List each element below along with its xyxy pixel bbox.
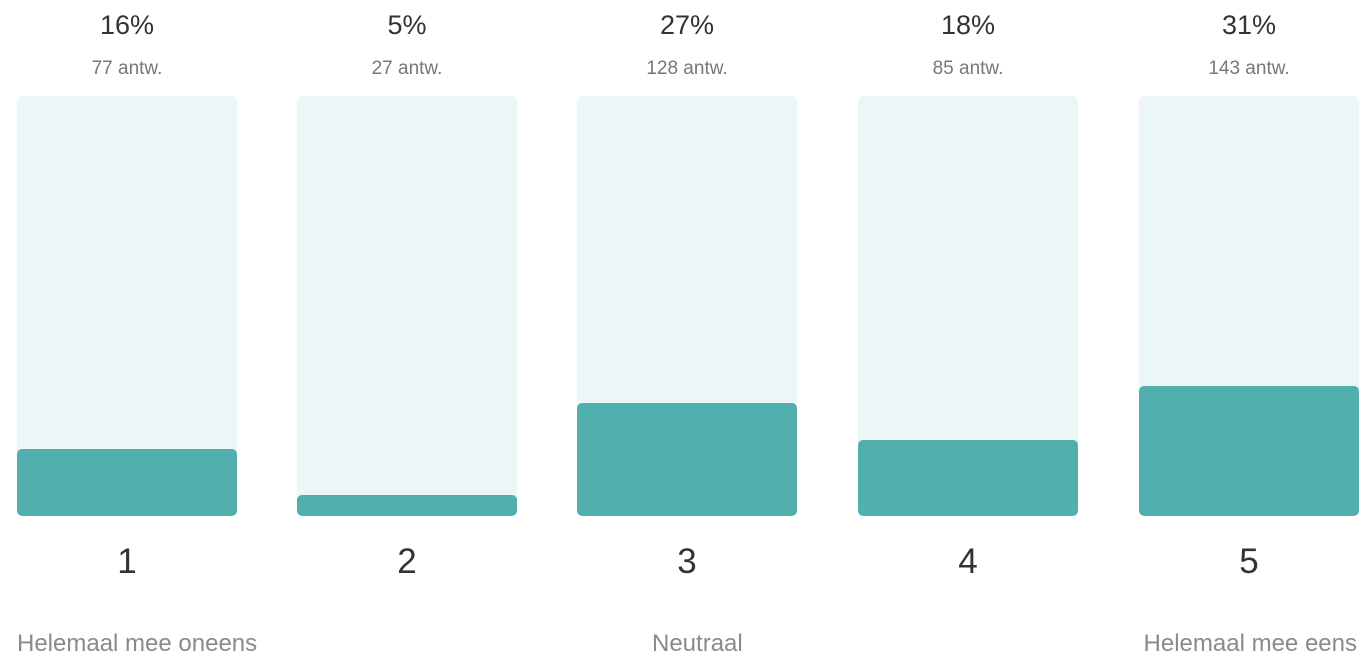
scale-label-left: Helemaal mee oneens bbox=[17, 630, 258, 657]
bar-count-label: 85 antw. bbox=[932, 58, 1004, 79]
bar-fill bbox=[297, 495, 517, 516]
scale-label-right: Helemaal mee eens bbox=[1143, 630, 1357, 657]
bar-fill bbox=[577, 403, 797, 516]
bar-column-3: 27% 128 antw. 3 bbox=[577, 0, 797, 600]
bar-count-label: 143 antw. bbox=[1208, 58, 1290, 79]
bar-percent-label: 27% bbox=[659, 10, 715, 40]
bar-count-label: 77 antw. bbox=[91, 58, 163, 79]
bar-track bbox=[17, 96, 237, 516]
scale-label-middle: Neutraal bbox=[652, 630, 743, 657]
bar-track bbox=[577, 96, 797, 516]
category-label: 2 bbox=[397, 542, 417, 581]
bar-fill bbox=[17, 449, 237, 516]
bar-track bbox=[1139, 96, 1359, 516]
category-label: 3 bbox=[677, 542, 697, 581]
bar-track bbox=[297, 96, 517, 516]
bar-percent-label: 31% bbox=[1221, 10, 1277, 40]
bar-percent-label: 5% bbox=[387, 10, 427, 40]
category-label: 4 bbox=[958, 542, 978, 581]
category-label: 5 bbox=[1239, 542, 1259, 581]
bar-count-label: 27 antw. bbox=[371, 58, 443, 79]
category-label: 1 bbox=[117, 542, 137, 581]
bar-count-label: 128 antw. bbox=[646, 58, 728, 79]
bar-track bbox=[858, 96, 1078, 516]
bar-column-5: 31% 143 antw. 5 bbox=[1139, 0, 1359, 600]
bar-percent-label: 16% bbox=[99, 10, 155, 40]
bar-fill bbox=[1139, 386, 1359, 516]
bar-percent-label: 18% bbox=[940, 10, 996, 40]
bar-column-2: 5% 27 antw. 2 bbox=[297, 0, 517, 600]
bar-column-1: 16% 77 antw. 1 bbox=[17, 0, 237, 600]
bar-fill bbox=[858, 440, 1078, 516]
bar-column-4: 18% 85 antw. 4 bbox=[858, 0, 1078, 600]
